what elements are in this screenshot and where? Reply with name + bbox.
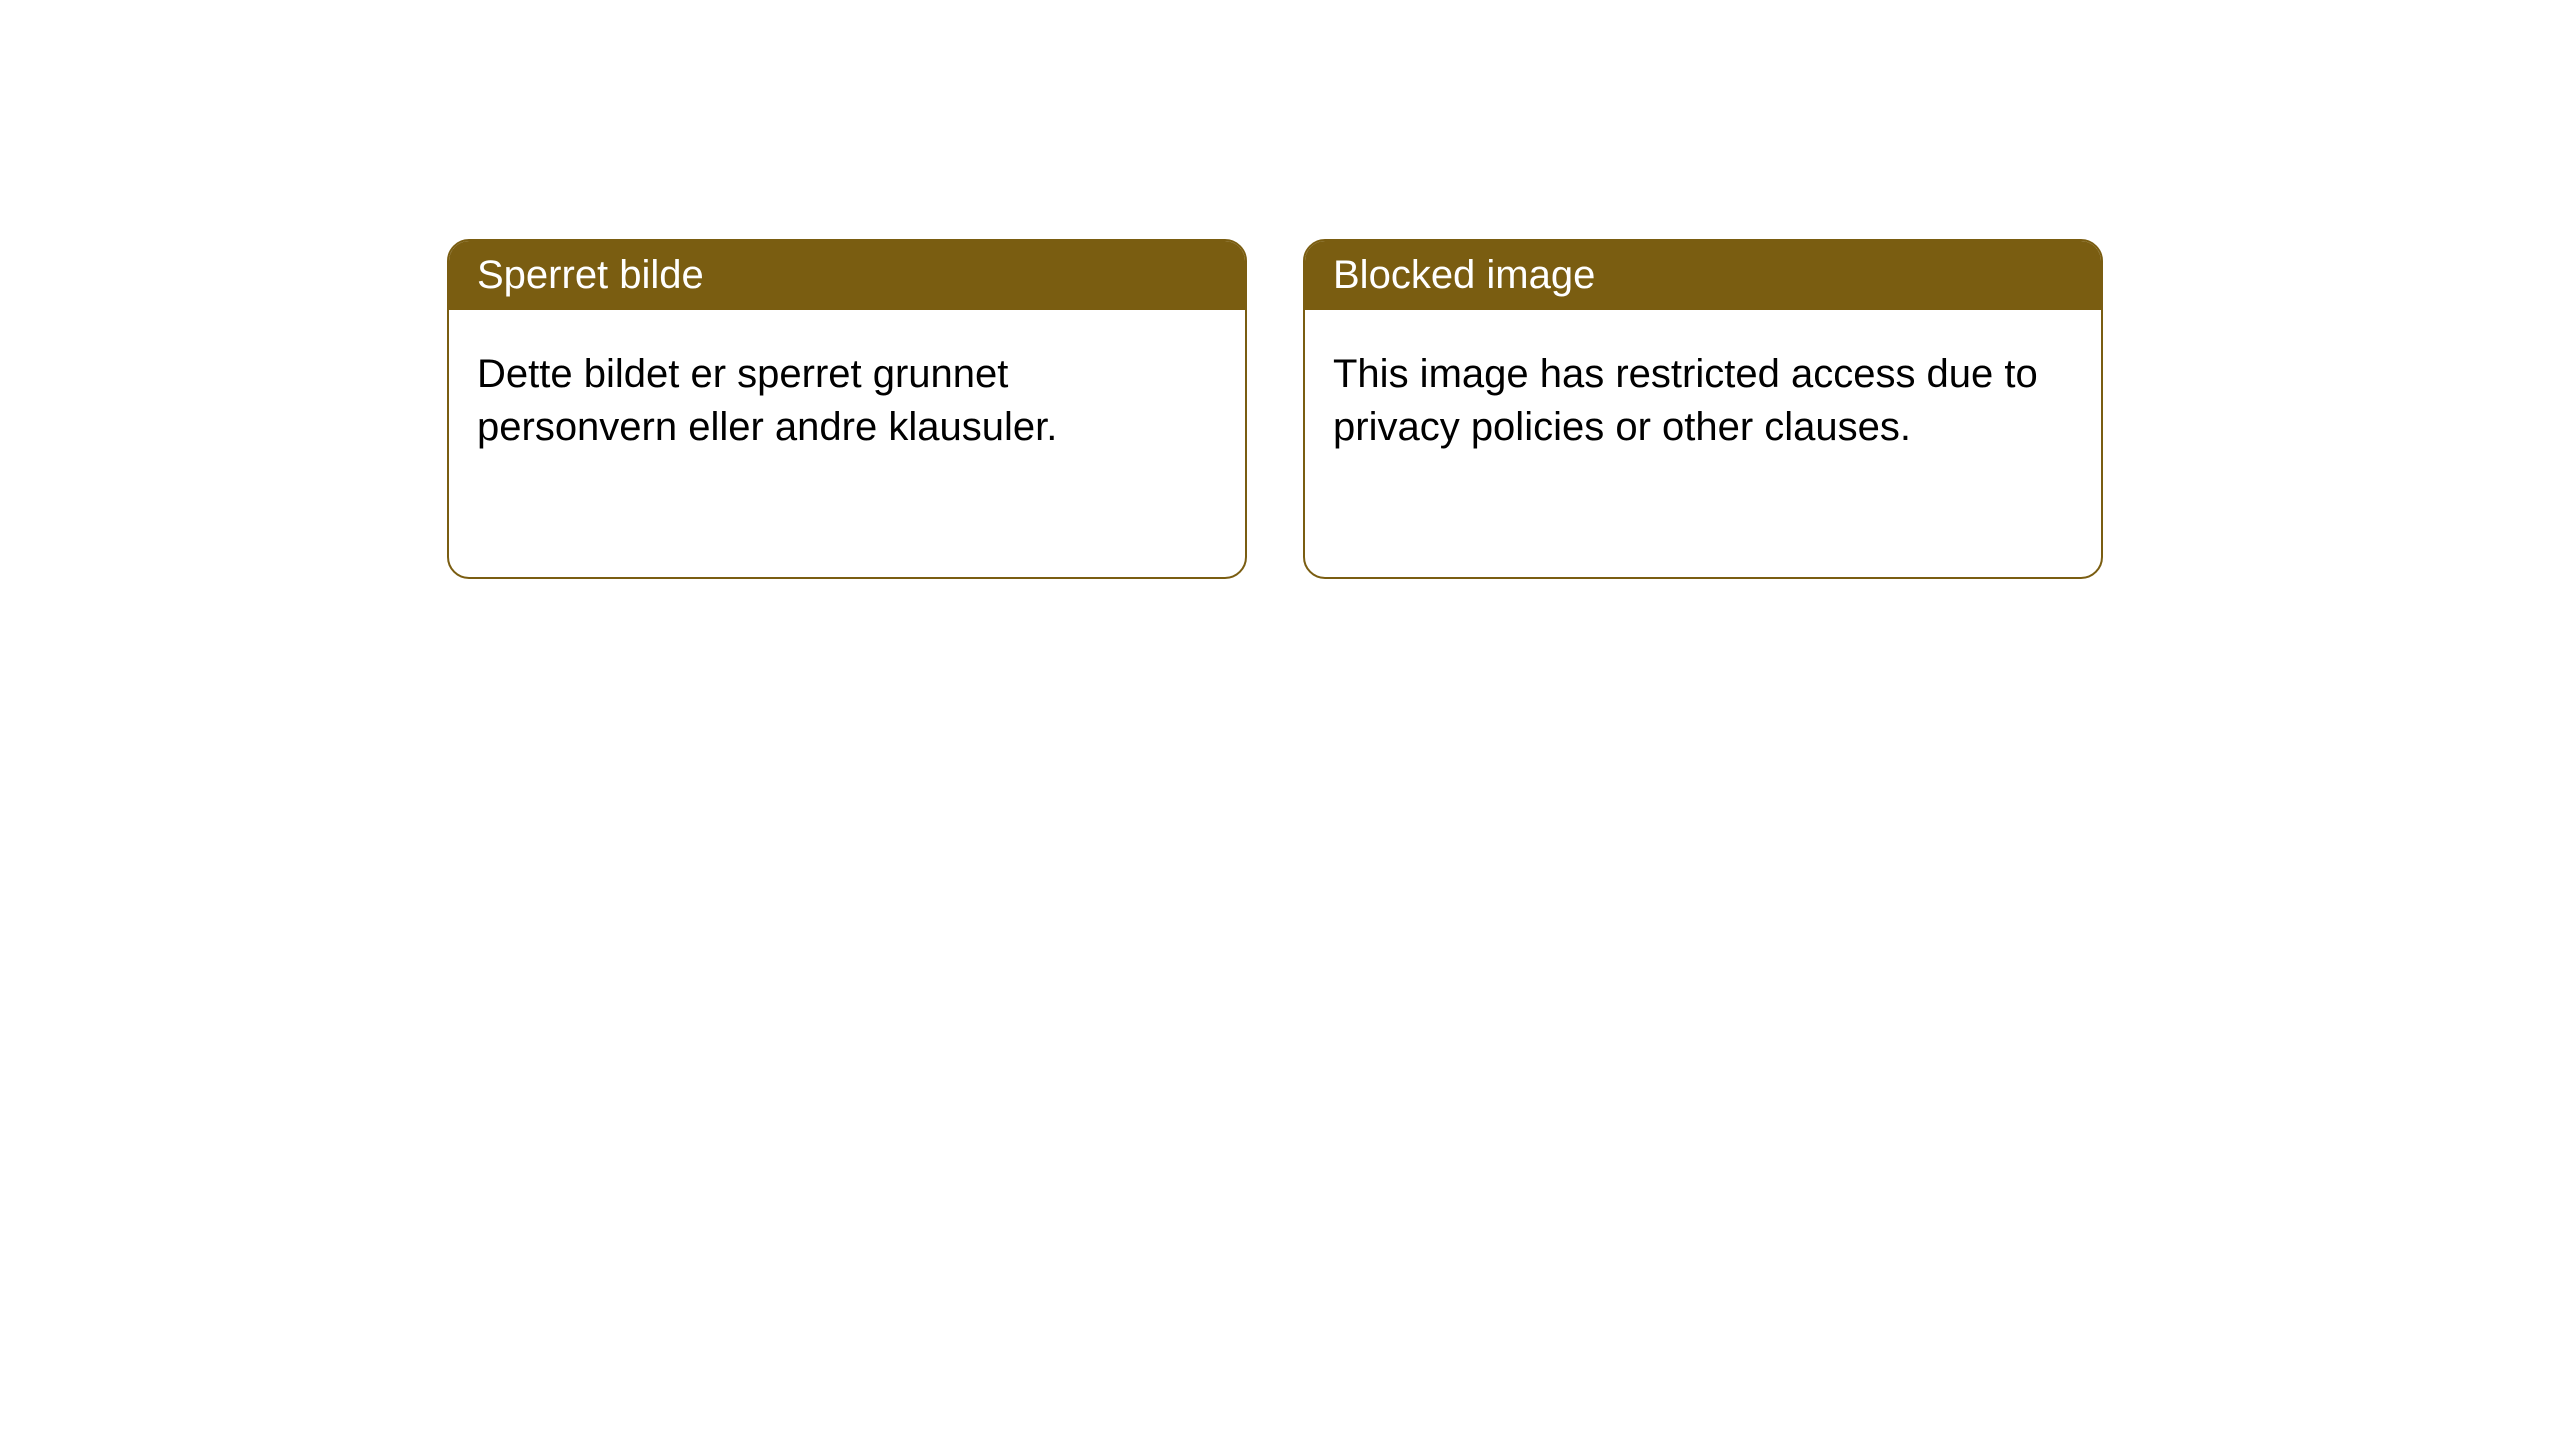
notice-card-english: Blocked image This image has restricted … [1303, 239, 2103, 579]
notice-card-norwegian: Sperret bilde Dette bildet er sperret gr… [447, 239, 1247, 579]
notice-header: Blocked image [1305, 241, 2101, 310]
notice-body: This image has restricted access due to … [1305, 310, 2101, 492]
notice-header: Sperret bilde [449, 241, 1245, 310]
notice-container: Sperret bilde Dette bildet er sperret gr… [447, 239, 2103, 579]
notice-body: Dette bildet er sperret grunnet personve… [449, 310, 1245, 492]
